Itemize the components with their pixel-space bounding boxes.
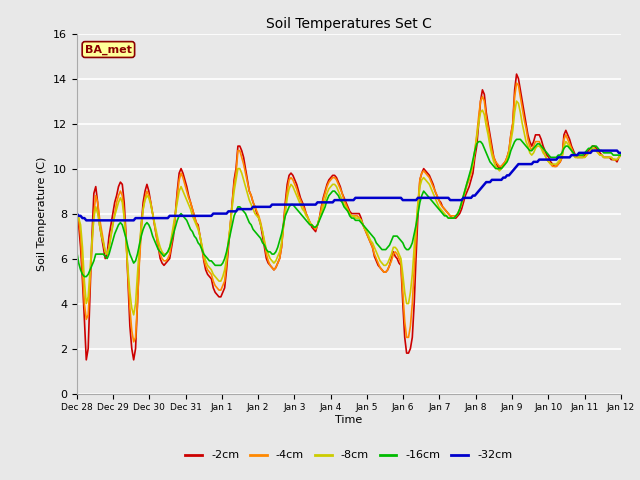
Legend: -2cm, -4cm, -8cm, -16cm, -32cm: -2cm, -4cm, -8cm, -16cm, -32cm bbox=[181, 446, 516, 465]
Y-axis label: Soil Temperature (C): Soil Temperature (C) bbox=[37, 156, 47, 271]
Title: Soil Temperatures Set C: Soil Temperatures Set C bbox=[266, 17, 432, 31]
Text: BA_met: BA_met bbox=[85, 44, 132, 55]
X-axis label: Time: Time bbox=[335, 415, 362, 425]
